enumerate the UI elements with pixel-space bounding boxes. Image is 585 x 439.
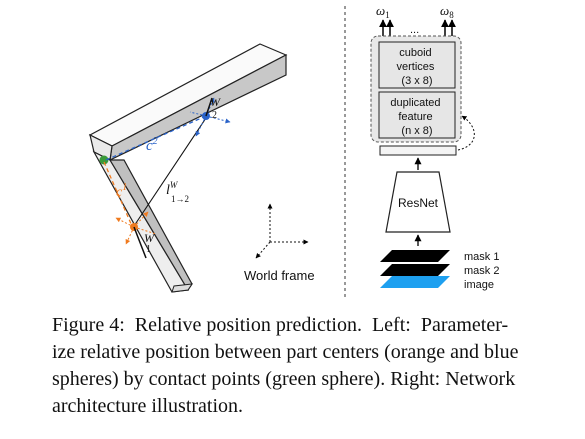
duplicate-arrow — [457, 115, 475, 151]
feature-vector-bar — [379, 145, 457, 156]
resnet-block — [385, 171, 451, 233]
duplicated-feature-text: duplicated feature (n x 8) — [390, 97, 443, 137]
input-label-mask2: mask 2 — [464, 265, 499, 277]
input-mask1-layer — [380, 250, 450, 262]
label-l: lW 1→2 — [166, 180, 189, 204]
blue-axes — [189, 97, 231, 137]
world-frame-label: World frame — [244, 268, 315, 283]
green-sphere — [99, 155, 109, 165]
l-vector — [133, 117, 207, 227]
output-arrows — [379, 19, 456, 36]
input-image-layer — [380, 276, 450, 288]
cuboid-vertices-text: cuboid vertices (3 x 8) — [397, 47, 438, 87]
resnet-label: ResNet — [398, 196, 439, 210]
caption-line: architecture illustration. — [52, 395, 244, 417]
input-label-image: image — [464, 279, 494, 291]
lower-cuboid — [92, 150, 194, 293]
input-label-mask1: mask 1 — [464, 251, 499, 263]
figure-caption: Figure 4: Relative position prediction. … — [52, 312, 572, 420]
input-mask2-layer — [380, 264, 450, 276]
orange-axes — [115, 211, 157, 245]
caption-line: Figure 4: Relative position prediction. … — [52, 314, 509, 336]
w1-axis — [133, 226, 147, 259]
world-frame-axes — [255, 203, 309, 259]
caption-line: spheres) by contact points (green sphere… — [52, 368, 516, 390]
label-c1: c1 — [116, 182, 127, 200]
output-omega-1: ω1 — [376, 3, 390, 20]
cuboid-vertices-box — [378, 41, 456, 89]
c1-vector — [103, 161, 133, 227]
upper-cuboid — [88, 43, 288, 162]
caption-line: ize relative position between part cente… — [52, 341, 519, 363]
output-dots: ... — [410, 24, 419, 36]
c2-vector — [105, 115, 207, 161]
w2-axis — [205, 97, 213, 117]
output-omega-8: ω8 — [440, 3, 454, 20]
duplicated-feature-box — [378, 91, 456, 139]
label-c2: c2 — [146, 136, 158, 154]
